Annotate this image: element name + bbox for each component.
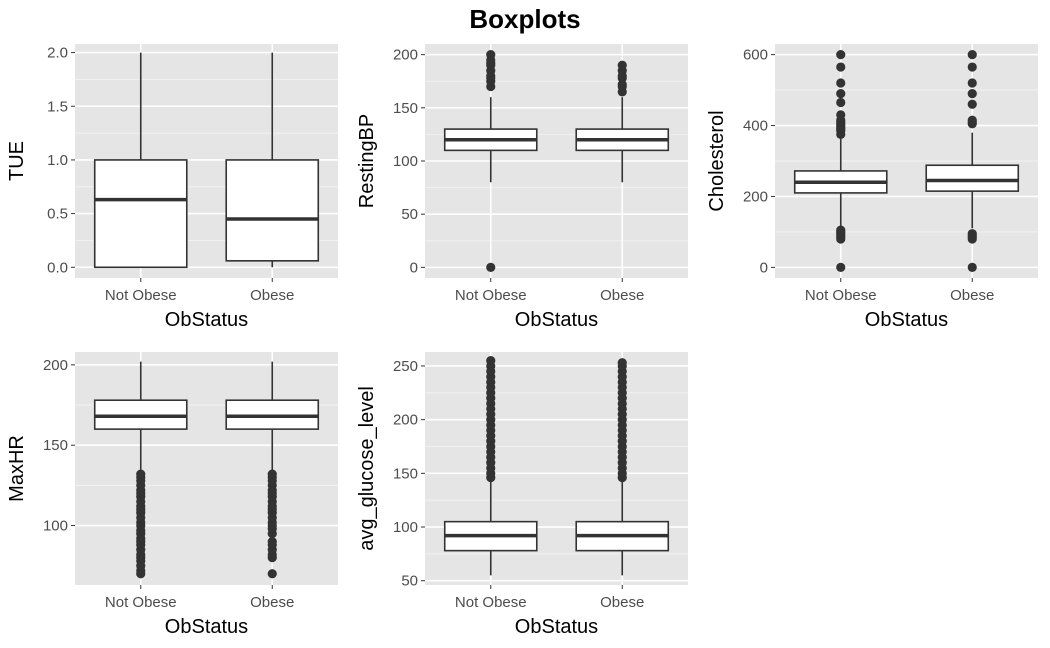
- y-axis-title: TUE: [6, 141, 28, 181]
- y-tick-label: 200: [743, 188, 768, 205]
- y-tick-label: 0: [410, 259, 418, 276]
- box-1: [93, 52, 188, 269]
- y-axis-title: MaxHR: [6, 435, 28, 502]
- outlier-point: [836, 225, 846, 235]
- outlier-point: [267, 469, 277, 479]
- x-axis-title: ObStatus: [165, 309, 248, 331]
- box-1: [793, 50, 888, 272]
- x-tick-label: Obese: [950, 287, 994, 304]
- outlier-point: [836, 62, 846, 72]
- y-tick-label: 2.0: [47, 45, 68, 62]
- panel-background: [75, 352, 338, 585]
- y-tick-label: 150: [43, 437, 68, 454]
- outlier-point: [836, 110, 846, 120]
- x-axis-title: ObStatus: [165, 616, 248, 638]
- outlier-point: [967, 262, 977, 272]
- y-tick-label: 100: [393, 153, 418, 170]
- y-tick-label: 150: [393, 465, 418, 482]
- y-tick-label: 0: [760, 259, 768, 276]
- y-tick-label: 0.5: [47, 206, 68, 223]
- x-tick-label: Obese: [600, 287, 644, 304]
- outlier-point: [836, 50, 846, 60]
- y-tick-label: 50: [401, 206, 418, 223]
- y-tick-label: 400: [743, 118, 768, 135]
- y-axis-title: Cholesterol: [706, 110, 728, 211]
- x-tick-label: Not Obese: [105, 594, 177, 611]
- y-tick-label: 100: [43, 518, 68, 535]
- chart-title: Boxplots: [469, 4, 581, 34]
- x-tick-label: Not Obese: [105, 287, 177, 304]
- outlier-point: [967, 50, 977, 60]
- iqr-box: [925, 164, 1020, 192]
- x-axis-title: ObStatus: [515, 309, 598, 331]
- outlier-point: [836, 262, 846, 272]
- x-tick-label: Not Obese: [455, 594, 527, 611]
- box-2: [225, 52, 320, 268]
- outlier-point: [486, 50, 496, 60]
- outlier-point: [836, 78, 846, 88]
- outlier-point: [967, 89, 977, 99]
- y-tick-label: 50: [401, 573, 418, 590]
- y-tick-label: 600: [743, 47, 768, 64]
- x-tick-label: Not Obese: [455, 287, 527, 304]
- x-tick-label: Obese: [250, 287, 294, 304]
- box-2: [225, 361, 320, 579]
- outlier-point: [967, 78, 977, 88]
- box-2: [925, 50, 1020, 272]
- outlier-point: [617, 358, 627, 368]
- outlier-point: [617, 60, 627, 70]
- y-tick-label: 200: [393, 47, 418, 64]
- x-axis-title: ObStatus: [515, 616, 598, 638]
- y-tick-label: 1.0: [47, 152, 68, 169]
- y-tick-label: 0.0: [47, 259, 68, 276]
- outlier-point: [136, 469, 146, 479]
- outlier-point: [836, 89, 846, 99]
- outlier-point: [967, 99, 977, 109]
- y-axis-title: RestingBP: [356, 114, 378, 209]
- y-tick-label: 200: [43, 357, 68, 374]
- box-1: [93, 361, 188, 579]
- iqr-box: [93, 159, 188, 269]
- x-tick-label: Obese: [600, 594, 644, 611]
- x-tick-label: Obese: [250, 594, 294, 611]
- y-tick-label: 1.5: [47, 98, 68, 115]
- x-axis-title: ObStatus: [865, 309, 948, 331]
- box-2: [575, 358, 670, 576]
- box-1: [443, 50, 538, 272]
- y-tick-label: 200: [393, 412, 418, 429]
- outlier-point: [486, 262, 496, 272]
- box-1: [443, 355, 538, 576]
- outlier-point: [967, 62, 977, 72]
- outlier-point: [486, 355, 496, 366]
- x-tick-label: Not Obese: [805, 287, 877, 304]
- iqr-box: [225, 159, 320, 262]
- box-2: [575, 60, 670, 183]
- outlier-point: [267, 569, 277, 579]
- outlier-point: [617, 79, 627, 90]
- y-tick-label: 150: [393, 100, 418, 117]
- outlier-point: [836, 97, 846, 108]
- outlier-point: [967, 115, 977, 125]
- outlier-point: [967, 229, 977, 239]
- y-tick-label: 100: [393, 519, 418, 536]
- outlier-point: [267, 537, 277, 547]
- y-axis-title: avg_glucose_level: [356, 386, 378, 551]
- y-tick-label: 250: [393, 358, 418, 375]
